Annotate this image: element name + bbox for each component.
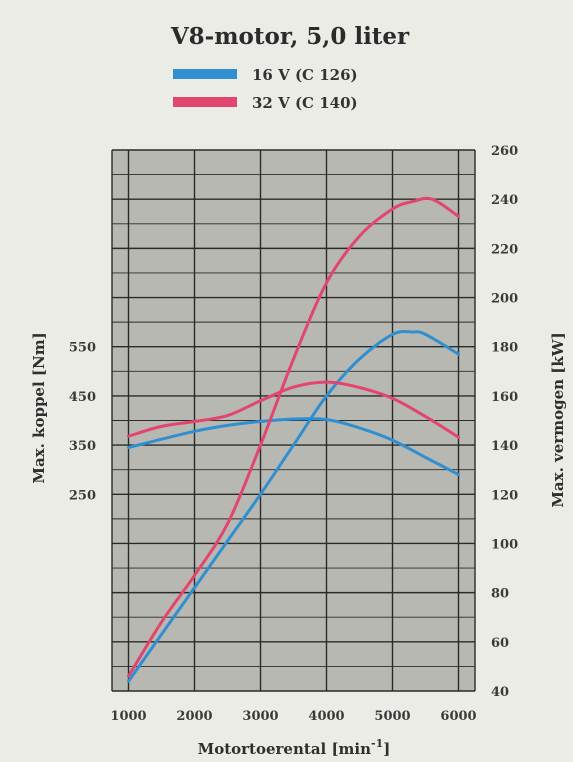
y-right-tick-label: 100 [491, 537, 518, 552]
x-axis-label-sup: -1 [371, 737, 383, 750]
y-left-tick-label: 550 [69, 341, 96, 356]
y-right-axis-label: Max. vermogen [kW] [549, 332, 567, 507]
legend: 16 V (C 126) 32 V (C 140) [173, 66, 358, 112]
x-tick-label: 4000 [308, 709, 344, 724]
y-left-tick-label: 250 [69, 488, 96, 503]
series-32v-torque-line [127, 380, 460, 439]
legend-swatch-32v [173, 97, 237, 107]
legend-label-32v: 32 V (C 140) [252, 94, 358, 112]
y-right-tick-label: 260 [491, 144, 518, 159]
y-right-tick-label: 180 [491, 341, 518, 356]
y-right-tick-label: 80 [491, 587, 509, 602]
series-16v-torque-line [127, 417, 460, 477]
x-axis-ticks: 1000 2000 3000 4000 5000 6000 [110, 709, 476, 724]
x-axis-label: Motortoerental [min-1] [198, 737, 391, 758]
x-tick-label: 3000 [242, 709, 278, 724]
x-tick-label: 1000 [110, 709, 146, 724]
x-tick-label: 2000 [176, 709, 212, 724]
y-right-tick-label: 220 [491, 242, 518, 257]
y-right-tick-label: 240 [491, 193, 518, 208]
x-tick-label: 6000 [440, 709, 476, 724]
y-left-tick-label: 450 [69, 390, 96, 405]
legend-swatch-16v [173, 69, 237, 79]
x-axis-label-main: Motortoerental [min [198, 740, 372, 758]
y-left-tick-label: 350 [69, 439, 96, 454]
series-16v-power-line [127, 330, 460, 683]
y-right-tick-label: 60 [491, 636, 509, 651]
plot-area [111, 149, 476, 692]
y-right-axis-ticks: 260 240 220 200 180 160 140 120 100 80 60 40 [491, 144, 518, 700]
y-right-tick-label: 120 [491, 488, 518, 503]
y-right-tick-label: 140 [491, 439, 518, 454]
y-right-tick-label: 40 [491, 685, 509, 700]
y-right-tick-label: 160 [491, 390, 518, 405]
x-tick-label: 5000 [374, 709, 410, 724]
x-axis-label-end: ] [383, 740, 390, 758]
legend-label-16v: 16 V (C 126) [252, 66, 358, 84]
chart-title: V8-motor, 5,0 liter [170, 23, 410, 50]
y-left-axis-label: Max. koppel [Nm] [30, 332, 48, 483]
y-left-axis-ticks: 550 450 350 250 [69, 341, 96, 504]
y-right-tick-label: 200 [491, 292, 518, 307]
series-32v-power-line [127, 196, 460, 678]
grid [111, 149, 476, 692]
